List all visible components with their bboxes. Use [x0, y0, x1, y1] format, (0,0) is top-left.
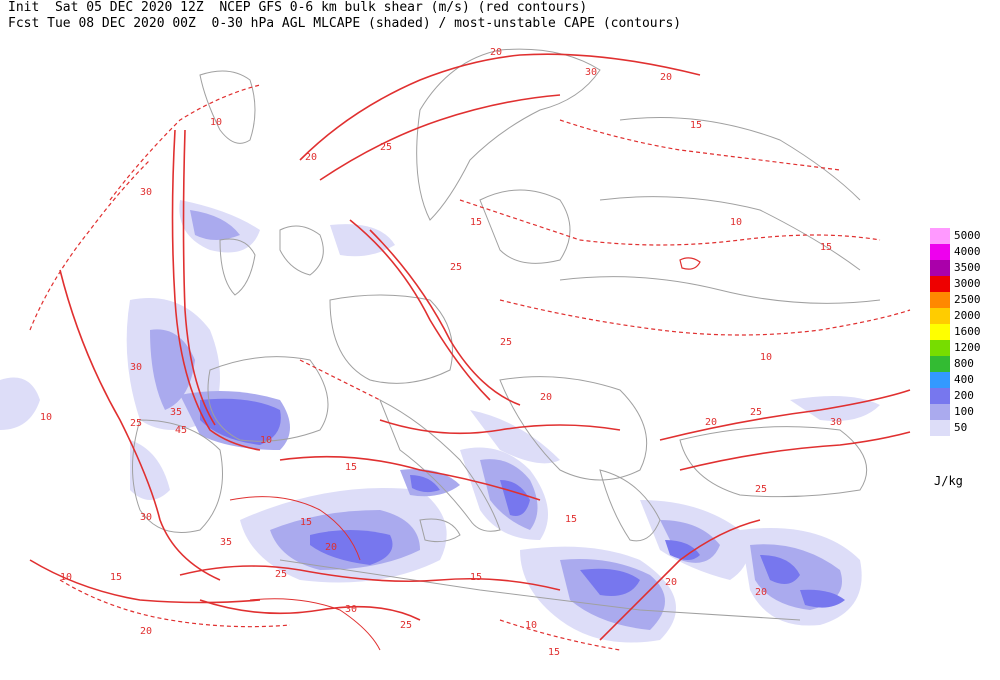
legend-label: 1200 [954, 341, 981, 354]
legend-swatch [930, 292, 950, 308]
legend-swatch [930, 244, 950, 260]
cape-shading [0, 200, 880, 643]
shear-contours [29, 53, 911, 651]
shear-contour-labels: 10 30 30 35 45 25 10 20 25 20 30 20 15 1… [40, 47, 842, 658]
legend-row: 400 [928, 372, 998, 388]
contour-label: 15 [300, 517, 312, 528]
contour-label: 20 [305, 152, 317, 163]
header-title-line2: Fcst Tue 08 DEC 2020 00Z 0-30 hPa AGL ML… [8, 16, 682, 31]
contour-label: 15 [565, 514, 577, 525]
contour-label: 30 [140, 187, 152, 198]
contour-label: 20 [540, 392, 552, 403]
contour-label: 45 [175, 425, 187, 436]
legend-label: 100 [954, 405, 974, 418]
legend-swatch [930, 324, 950, 340]
contour-label: 20 [490, 47, 502, 58]
contour-label: 30 [345, 604, 357, 615]
legend-label: 50 [954, 421, 968, 434]
contour-label: 10 [260, 435, 272, 446]
contour-label: 15 [690, 120, 702, 131]
contour-label: 20 [755, 587, 767, 598]
contour-label: 35 [220, 537, 232, 548]
coastlines [132, 48, 881, 621]
legend-label: 800 [954, 357, 974, 370]
contour-label: 35 [170, 407, 182, 418]
legend-row: 2000 [928, 308, 998, 324]
contour-label: 25 [400, 620, 412, 631]
legend-label: 200 [954, 389, 974, 402]
contour-label: 25 [380, 142, 392, 153]
legend-row: 3500 [928, 260, 998, 276]
contour-label: 10 [525, 620, 537, 631]
contour-label: 10 [730, 217, 742, 228]
legend-swatch [930, 308, 950, 324]
cape-200-areas [200, 398, 845, 608]
legend-swatch [930, 388, 950, 404]
legend-row: 1200 [928, 340, 998, 356]
legend-unit: J/kg [934, 474, 963, 488]
legend-label: 1600 [954, 325, 981, 338]
contour-label: 30 [830, 417, 842, 428]
contour-label: 15 [820, 242, 832, 253]
contour-label: 25 [450, 262, 462, 273]
contour-label: 25 [275, 569, 287, 580]
legend-row: 800 [928, 356, 998, 372]
contour-label: 25 [750, 407, 762, 418]
contour-label: 20 [325, 542, 337, 553]
contour-label: 20 [665, 577, 677, 588]
contour-label: 10 [210, 117, 222, 128]
contour-label: 10 [60, 572, 72, 583]
legend-row: 1600 [928, 324, 998, 340]
contour-label: 10 [40, 412, 52, 423]
legend-swatch [930, 340, 950, 356]
legend-label: 2500 [954, 293, 981, 306]
legend-swatch [930, 276, 950, 292]
legend-label: 400 [954, 373, 974, 386]
legend-label: 5000 [954, 229, 981, 242]
contour-label: 30 [130, 362, 142, 373]
legend-row: 2500 [928, 292, 998, 308]
contour-label: 30 [140, 512, 152, 523]
contour-label: 25 [130, 418, 142, 429]
contour-label: 25 [755, 484, 767, 495]
legend-swatch [930, 420, 950, 436]
legend-row: 200 [928, 388, 998, 404]
legend-label: 4000 [954, 245, 981, 258]
legend-row: 100 [928, 404, 998, 420]
contour-label: 25 [500, 337, 512, 348]
legend-row: 4000 [928, 244, 998, 260]
contour-label: 20 [140, 626, 152, 637]
contour-label: 15 [470, 217, 482, 228]
legend-label: 3500 [954, 261, 981, 274]
contour-label: 15 [345, 462, 357, 473]
legend-swatch [930, 356, 950, 372]
contour-label: 15 [548, 647, 560, 658]
contour-label: 20 [705, 417, 717, 428]
legend-row: 50 [928, 420, 998, 436]
legend-label: 3000 [954, 277, 981, 290]
contour-label: 15 [110, 572, 122, 583]
header-title-line1: Init Sat 05 DEC 2020 12Z NCEP GFS 0-6 km… [8, 0, 588, 15]
legend-swatch [930, 404, 950, 420]
legend-row: 5000 [928, 228, 998, 244]
legend-swatch [930, 372, 950, 388]
legend-swatch [930, 228, 950, 244]
contour-label: 15 [470, 572, 482, 583]
contour-label: 20 [660, 72, 672, 83]
legend-swatch [930, 260, 950, 276]
legend-label: 2000 [954, 309, 981, 322]
contour-label: 10 [760, 352, 772, 363]
contour-label: 30 [585, 67, 597, 78]
legend-row: 3000 [928, 276, 998, 292]
